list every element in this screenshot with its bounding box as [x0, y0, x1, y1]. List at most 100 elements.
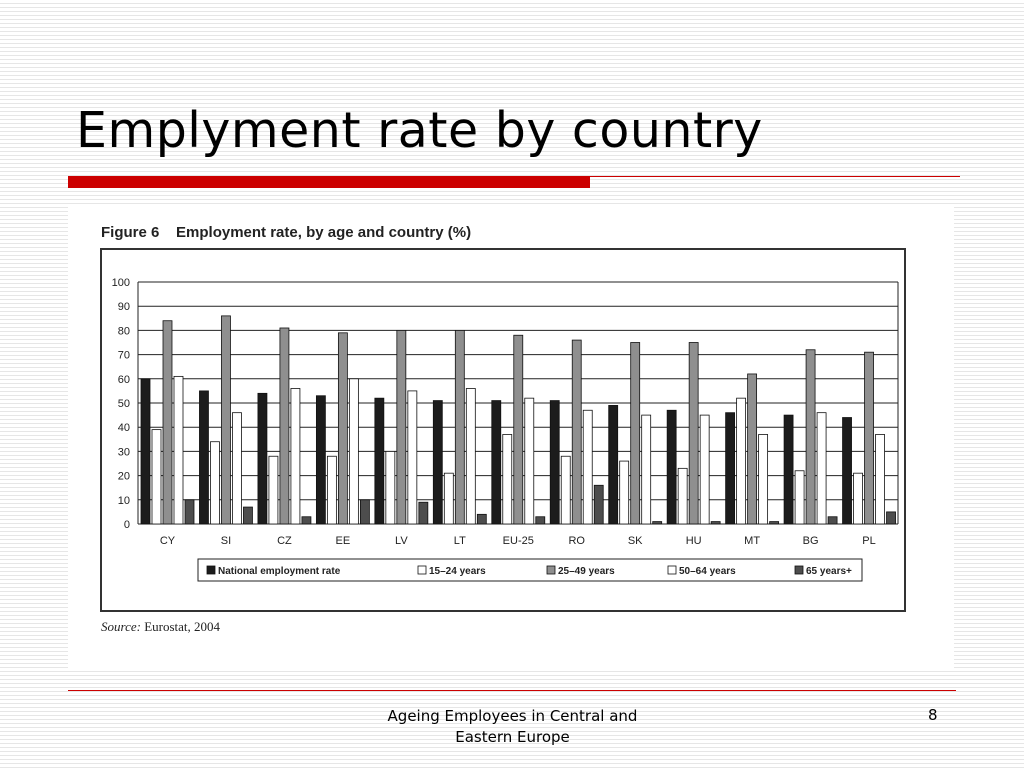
x-tick-label: EE: [336, 535, 351, 547]
x-tick-label: SK: [628, 535, 643, 547]
source-text: Eurostat, 2004: [144, 619, 221, 634]
x-tick-label: LT: [454, 535, 466, 547]
bar: [221, 315, 231, 525]
bar: [608, 405, 619, 525]
slide-title: Emplyment rate by country: [76, 102, 763, 159]
bar: [842, 417, 852, 525]
bar: [652, 521, 663, 525]
bar: [535, 516, 546, 525]
bar: [816, 412, 827, 525]
bar: [396, 329, 407, 525]
bar: [210, 441, 220, 525]
legend-swatch: [667, 565, 677, 575]
bar: [783, 414, 794, 525]
y-tick-label: 70: [118, 350, 130, 362]
bar: [630, 342, 641, 525]
bar: [385, 450, 396, 525]
footer-rule: [68, 690, 956, 691]
bar: [853, 472, 863, 525]
y-tick-label: 50: [118, 398, 130, 410]
bar: [710, 521, 721, 525]
bar: [619, 460, 630, 525]
page-number: 8: [928, 706, 938, 724]
bar: [257, 392, 268, 525]
legend-swatch: [794, 565, 804, 575]
legend-swatch: [206, 565, 216, 575]
legend-box: [197, 558, 863, 582]
y-tick-label: 20: [118, 471, 130, 483]
bar: [290, 388, 301, 525]
y-tick-label: 80: [118, 325, 130, 337]
bar: [268, 455, 279, 525]
bar: [827, 516, 838, 525]
x-tick-label: CZ: [277, 535, 292, 547]
bar: [407, 390, 418, 525]
bar: [794, 470, 805, 525]
bar: [513, 334, 524, 525]
bar: [315, 395, 326, 525]
y-tick-label: 90: [118, 301, 130, 313]
x-tick-label: PL: [862, 535, 875, 547]
bar: [677, 467, 688, 525]
bar: [641, 414, 652, 525]
bar: [326, 455, 337, 525]
bar: [571, 339, 582, 525]
bar: [140, 378, 151, 525]
bar: [199, 390, 209, 525]
source-note: Source: Eurostat, 2004: [101, 619, 220, 635]
bar: [502, 434, 513, 525]
bar: [301, 516, 312, 525]
legend-label: 15–24 years: [429, 566, 486, 577]
legend-label: 25–49 years: [558, 566, 615, 577]
y-tick-label: 60: [118, 374, 130, 386]
bar: [151, 429, 162, 525]
bar: [184, 499, 195, 525]
bar: [232, 412, 242, 525]
bar: [443, 472, 454, 525]
bar: [359, 499, 370, 525]
figure-number: Figure 6: [101, 224, 160, 241]
source-label: Source:: [101, 619, 141, 634]
bar: [593, 484, 604, 525]
bar: [699, 414, 710, 525]
bar: [279, 327, 290, 525]
x-tick-label: EU-25: [503, 535, 534, 547]
bar: [875, 434, 885, 525]
legend-swatch: [417, 565, 427, 575]
bar: [454, 329, 465, 525]
bar: [162, 320, 173, 525]
bar: [805, 349, 816, 525]
bar: [418, 501, 429, 525]
legend-label: 50–64 years: [679, 566, 736, 577]
x-tick-label: RO: [568, 535, 585, 547]
bar: [582, 409, 593, 525]
bar: [758, 434, 769, 525]
legend-label: National employment rate: [218, 566, 341, 577]
x-tick-label: BG: [803, 535, 819, 547]
bar: [549, 400, 560, 525]
x-tick-label: HU: [686, 535, 702, 547]
x-tick-label: SI: [221, 535, 231, 547]
bar: [747, 373, 758, 525]
x-tick-label: CY: [160, 535, 176, 547]
bar: [864, 351, 874, 525]
bar: [465, 388, 476, 525]
bar: [348, 378, 359, 525]
bar: [725, 412, 736, 525]
x-tick-label: MT: [744, 535, 760, 547]
legend-swatch: [546, 565, 556, 575]
title-underline-rule: [590, 176, 960, 177]
figure-title: Employment rate, by age and country (%): [176, 224, 472, 241]
chart-frame: [100, 248, 906, 612]
bar: [688, 342, 699, 525]
bar: [432, 400, 443, 525]
bar: [666, 409, 677, 525]
bar: [337, 332, 348, 525]
bar: [491, 400, 502, 525]
bar: [173, 375, 184, 525]
legend-label: 65 years+: [806, 566, 852, 577]
title-underline-bar: [68, 176, 590, 188]
bar: [243, 506, 253, 525]
y-tick-label: 0: [124, 519, 130, 531]
